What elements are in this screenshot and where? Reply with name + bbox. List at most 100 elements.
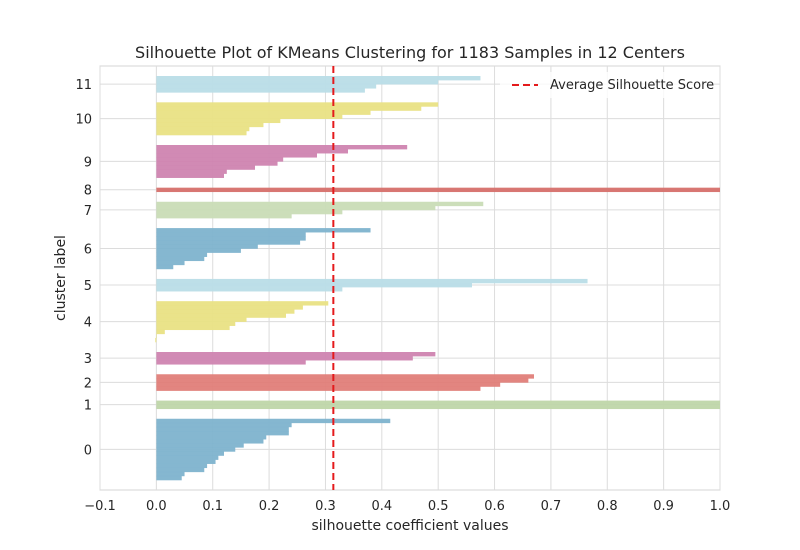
silhouette-bar-cluster-6 <box>156 240 301 245</box>
y-axis-label: cluster label <box>53 235 69 321</box>
y-tick-label: 7 <box>84 204 92 219</box>
silhouette-bar-cluster-7 <box>156 205 436 211</box>
silhouette-bar-cluster-4 <box>156 305 303 310</box>
silhouette-bar-cluster-3 <box>156 360 306 365</box>
silhouette-bar-cluster-5 <box>156 278 588 284</box>
silhouette-bar-cluster-6 <box>156 248 241 253</box>
silhouette-bar-cluster-6 <box>156 232 306 237</box>
silhouette-bar-cluster-10 <box>156 110 371 115</box>
silhouette-bar-cluster-7 <box>156 214 292 219</box>
silhouette-bar-cluster-4 <box>156 301 329 306</box>
silhouette-bar-cluster-4 <box>156 309 295 314</box>
silhouette-bar-cluster-10 <box>156 130 247 136</box>
silhouette-bar-cluster-0 <box>156 447 236 452</box>
x-tick-label: 0.7 <box>541 499 562 514</box>
y-tick-label: 3 <box>84 352 92 367</box>
axis-ticks: −0.1 0.0 0.1 0.2 0.3 0.4 0.5 0.6 0.7 0.8 0.9 1.0 0 1 2… <box>75 78 730 514</box>
x-tick-label: 0.6 <box>484 499 505 514</box>
silhouette-bar-cluster-0 <box>156 463 208 469</box>
silhouette-bar-cluster-11 <box>156 84 377 89</box>
silhouette-bar-cluster-10 <box>156 122 264 128</box>
x-tick-label: 1.0 <box>710 499 731 514</box>
silhouette-bar-cluster-6 <box>156 260 185 266</box>
silhouette-bar-cluster-10 <box>156 102 439 107</box>
x-tick-label: 0.3 <box>315 499 336 514</box>
y-tick-label: 10 <box>75 113 92 128</box>
silhouette-bar-cluster-9 <box>156 145 408 150</box>
silhouette-bar-cluster-0 <box>156 471 185 477</box>
silhouette-bar-cluster-6 <box>156 252 208 257</box>
silhouette-bar-cluster-9 <box>156 173 224 178</box>
silhouette-bar-cluster-7 <box>156 209 343 215</box>
silhouette-bar-cluster-2 <box>156 374 534 379</box>
silhouette-bar-cluster-0 <box>156 443 244 448</box>
x-tick-label: −0.1 <box>84 499 116 514</box>
y-tick-label: 9 <box>84 155 92 170</box>
silhouette-bar-cluster-0 <box>156 459 216 464</box>
silhouette-bar-cluster-6 <box>156 244 258 249</box>
silhouette-bar-cluster-6 <box>156 228 371 233</box>
silhouette-bar-cluster-0 <box>156 418 391 424</box>
silhouette-bar-cluster-5 <box>156 283 472 288</box>
silhouette-bar-cluster-4 <box>156 329 165 335</box>
silhouette-bar-cluster-7 <box>156 201 484 207</box>
silhouette-bar-cluster-3 <box>156 352 436 357</box>
silhouette-bar-cluster-0 <box>156 455 219 460</box>
silhouette-bar-cluster-0 <box>156 422 292 428</box>
silhouette-bar-cluster-4 <box>155 337 157 343</box>
silhouette-bar-cluster-11 <box>156 88 365 93</box>
silhouette-bar-cluster-4 <box>156 325 230 331</box>
x-tick-label: 0.4 <box>371 499 392 514</box>
y-tick-label: 0 <box>84 443 92 458</box>
x-tick-label: 0.1 <box>202 499 223 514</box>
y-tick-label: 5 <box>84 279 92 294</box>
y-tick-label: 6 <box>84 243 92 258</box>
silhouette-bar-cluster-10 <box>156 118 281 124</box>
silhouette-bar-cluster-4 <box>156 321 236 326</box>
silhouette-bar-cluster-9 <box>156 157 284 162</box>
silhouette-bar-cluster-4 <box>156 317 247 322</box>
y-tick-label: 2 <box>84 376 92 391</box>
silhouette-bar-cluster-8 <box>156 187 720 193</box>
silhouette-bar-cluster-0 <box>156 451 224 456</box>
silhouette-bar-cluster-5 <box>156 287 343 292</box>
silhouette-bar-cluster-1 <box>156 400 720 405</box>
y-tick-label: 11 <box>75 78 92 93</box>
silhouette-bar-cluster-6 <box>156 256 205 262</box>
x-tick-label: 0.8 <box>597 499 618 514</box>
silhouette-bar-cluster-6 <box>156 264 174 270</box>
silhouette-bar-cluster-0 <box>156 435 267 440</box>
silhouette-bar-cluster-9 <box>156 153 317 158</box>
x-tick-label: 0.9 <box>653 499 674 514</box>
silhouette-bar-cluster-1 <box>156 404 720 410</box>
chart-title: Silhouette Plot of KMeans Clustering for… <box>135 43 685 62</box>
silhouette-bar-cluster-10 <box>156 126 250 132</box>
y-tick-label: 4 <box>84 316 92 331</box>
silhouette-bar-cluster-3 <box>156 356 413 361</box>
x-axis-label: silhouette coefficient values <box>312 518 509 534</box>
silhouette-bar-cluster-2 <box>156 382 501 387</box>
x-tick-label: 0.2 <box>259 499 280 514</box>
silhouette-bars <box>155 76 720 481</box>
silhouette-bar-cluster-9 <box>156 169 227 174</box>
silhouette-bar-cluster-6 <box>156 236 306 241</box>
legend: Average Silhouette Score <box>500 72 714 98</box>
silhouette-bar-cluster-0 <box>156 439 264 444</box>
silhouette-bar-cluster-9 <box>156 165 255 170</box>
y-tick-label: 1 <box>84 399 92 414</box>
y-tick-label: 8 <box>84 184 92 199</box>
silhouette-bar-cluster-11 <box>156 80 439 85</box>
x-tick-label: 0.5 <box>428 499 449 514</box>
silhouette-bar-cluster-2 <box>156 378 529 383</box>
silhouette-bar-cluster-10 <box>156 114 343 119</box>
silhouette-bar-cluster-2 <box>156 386 481 391</box>
silhouette-bar-cluster-0 <box>156 431 289 436</box>
silhouette-bar-cluster-0 <box>156 426 289 432</box>
silhouette-bar-cluster-9 <box>156 161 278 166</box>
silhouette-bar-cluster-11 <box>156 76 481 81</box>
silhouette-bar-cluster-0 <box>156 467 205 473</box>
x-tick-label: 0.0 <box>146 499 167 514</box>
silhouette-bar-cluster-4 <box>156 333 157 339</box>
silhouette-bar-cluster-4 <box>156 313 286 318</box>
